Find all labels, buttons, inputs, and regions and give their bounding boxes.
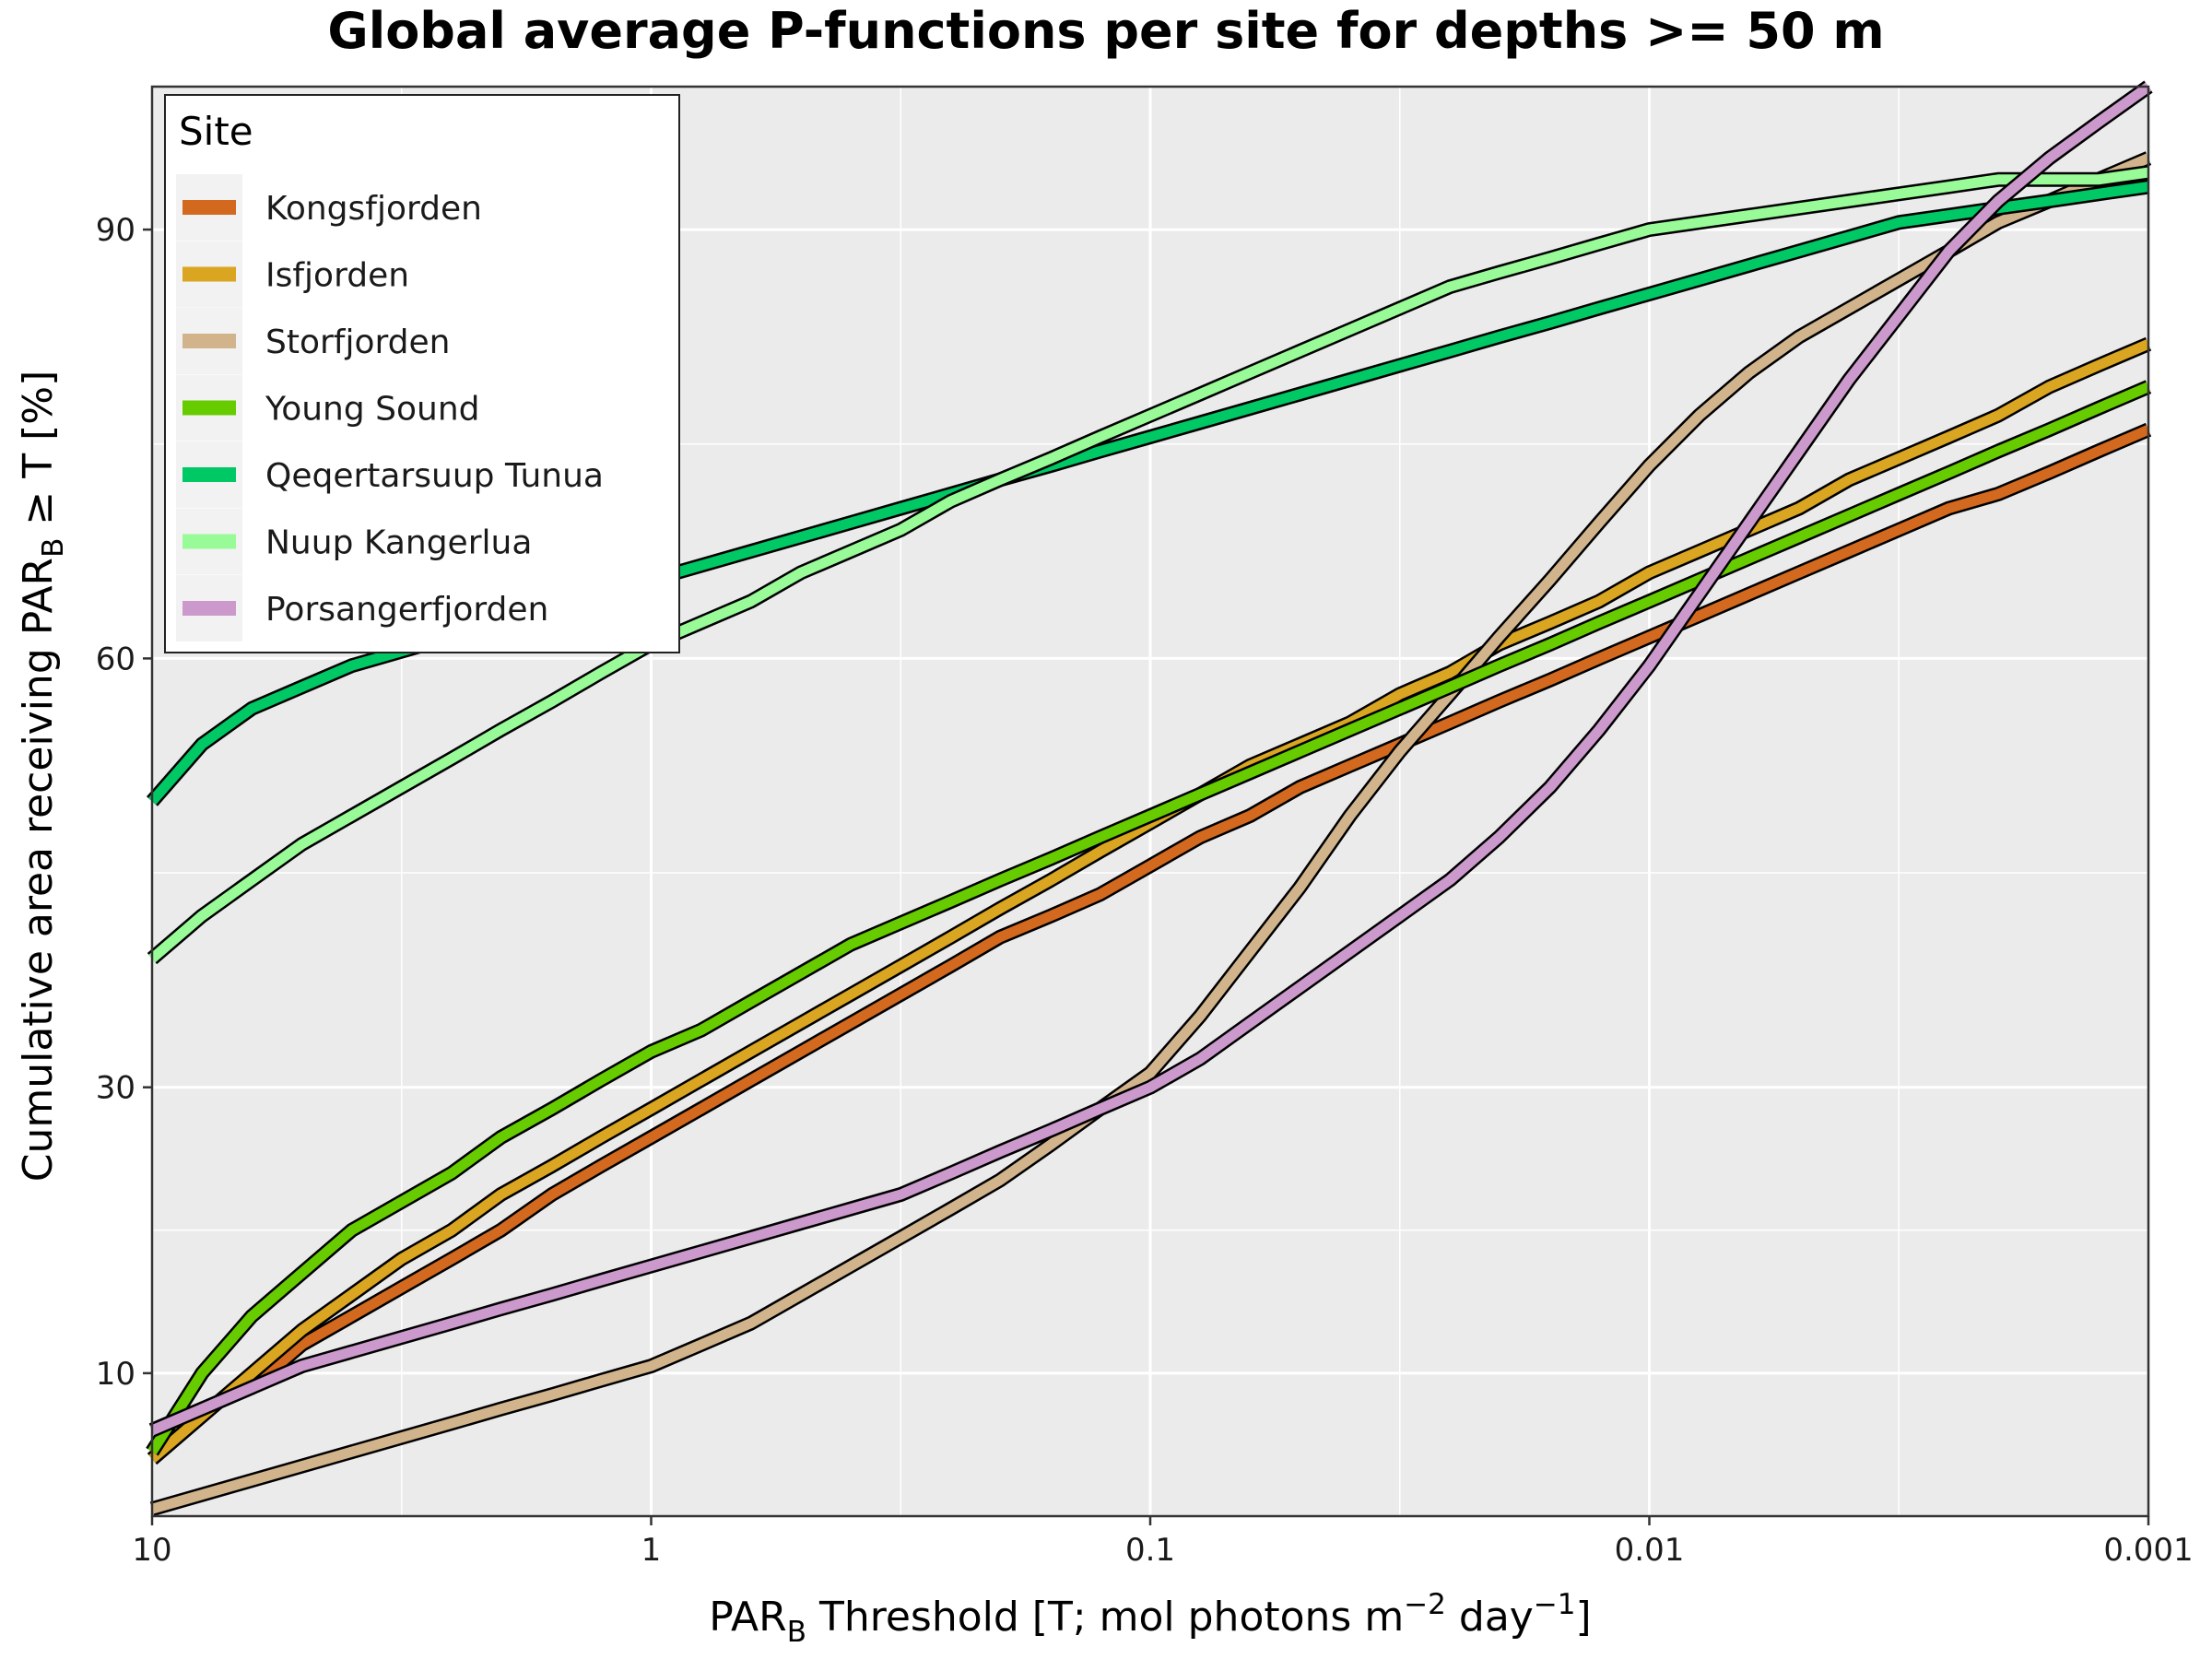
chart-title: Global average P-functions per site for …: [327, 2, 1884, 60]
x-axis-title-sup-1: −2: [1404, 1588, 1446, 1621]
legend: Site Kongsfjorden Isfjorden Storfjorden You…: [164, 94, 680, 653]
x-tick-label: 0.01: [1615, 1532, 1685, 1569]
y-axis-title-sub: B: [37, 538, 70, 558]
x-axis: 10 1 0.1 0.01 0.001: [132, 1516, 2194, 1569]
legend-label-isfjorden: Isfjorden: [265, 257, 409, 295]
y-axis-title-rest: ≥ T [%]: [15, 371, 62, 538]
x-axis-title-rest-1: Threshold [T; mol photons m: [806, 1594, 1404, 1641]
y-axis-title-main: Cumulative area receiving PAR: [15, 558, 62, 1182]
x-axis-title: PARB Threshold [T; mol photons m−2 day−1…: [709, 1588, 1591, 1649]
y-tick-label: 30: [96, 1070, 135, 1107]
legend-label-kongsfjorden: Kongsfjorden: [265, 190, 482, 228]
y-axis-title: Cumulative area receiving PARB ≥ T [%]: [15, 371, 70, 1182]
legend-title: Site: [179, 109, 253, 154]
series-line-porsangerfjorden: [149, 82, 2152, 1435]
x-axis-title-rest-2: day: [1446, 1594, 1534, 1641]
x-tick-label: 1: [641, 1532, 662, 1569]
x-tick-label: 10: [132, 1532, 171, 1569]
x-tick-label: 0.1: [1125, 1532, 1175, 1569]
series-line-nuup-kangerlua: [148, 167, 2149, 963]
y-tick-label: 60: [96, 641, 135, 677]
y-tick-label: 10: [96, 1356, 135, 1393]
x-tick-label: 0.001: [2103, 1532, 2193, 1569]
legend-label-young-sound: Young Sound: [265, 391, 480, 429]
series-layer: [146, 80, 2153, 1516]
y-axis: 10 30 60 90: [96, 212, 152, 1393]
legend-items: Kongsfjorden Isfjorden Storfjorden Young So…: [176, 174, 604, 641]
legend-box: [164, 94, 680, 653]
series-line-kongsfjorden: [149, 425, 2151, 1435]
legend-label-nuup-kangerlua: Nuup Kangerlua: [265, 524, 532, 562]
series-line-young-sound: [147, 382, 2151, 1455]
x-axis-title-sup-2: −1: [1534, 1588, 1576, 1621]
x-axis-title-main: PAR: [709, 1594, 786, 1641]
legend-label-porsangerfjorden: Porsangerfjorden: [265, 591, 548, 629]
x-axis-title-sub: B: [787, 1616, 806, 1649]
x-axis-title-rest-3: ]: [1576, 1594, 1592, 1641]
legend-label-storfjorden: Storfjorden: [265, 324, 450, 361]
y-tick-label: 90: [96, 212, 135, 249]
series-line-storfjorden: [150, 153, 2151, 1514]
legend-label-qeqertarsuup-tunua: Qeqertarsuup Tunua: [265, 457, 604, 495]
